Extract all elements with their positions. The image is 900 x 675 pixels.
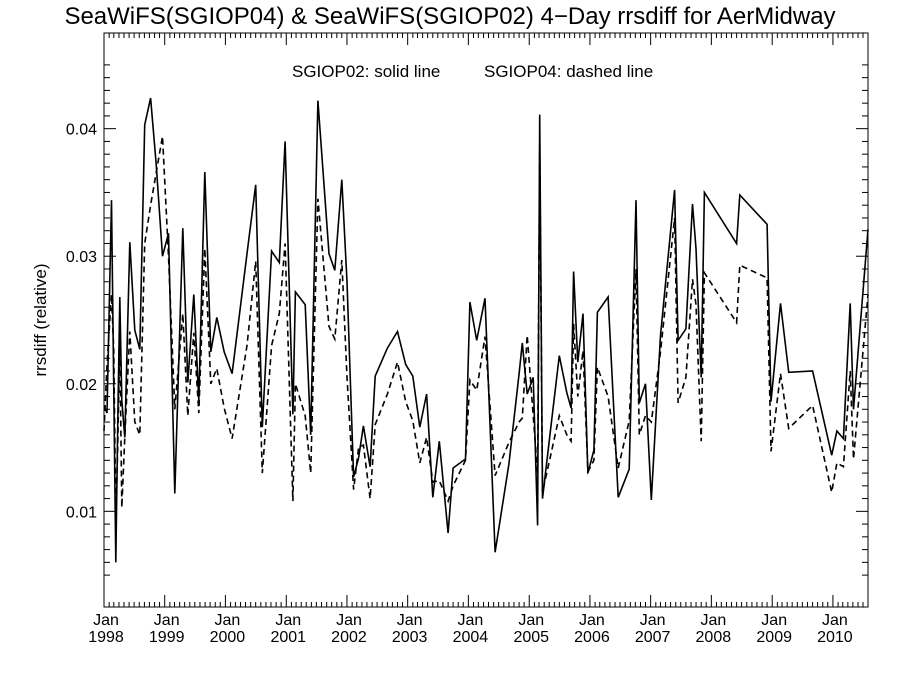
chart-title: SeaWiFS(SGIOP04) & SeaWiFS(SGIOP02) 4−Da…	[64, 3, 836, 30]
x-tick-label-year: 2000	[210, 629, 246, 646]
x-tick-label-month: Jan	[700, 612, 726, 629]
y-tick-label: 0.03	[66, 249, 97, 266]
legend-note-solid: SGIOP02: solid line	[292, 62, 441, 81]
x-tick-label-year: 1998	[88, 629, 124, 646]
x-tick-label-month: Jan	[275, 612, 301, 629]
x-tick-label-month: Jan	[336, 612, 362, 629]
x-tick-label-month: Jan	[457, 612, 483, 629]
x-tick-label-year: 2009	[756, 629, 792, 646]
y-tick-label: 0.04	[66, 122, 97, 139]
y-axis-label: rrsdiff (relative)	[31, 263, 50, 376]
x-tick-label-year: 2007	[635, 629, 671, 646]
x-tick-label-year: 2003	[392, 629, 428, 646]
x-tick-label-year: 2005	[513, 629, 549, 646]
x-tick-label-year: 2004	[453, 629, 489, 646]
series-line-sgiop04	[103, 136, 869, 521]
x-tick-label-month: Jan	[93, 612, 119, 629]
x-tick-label-year: 2001	[270, 629, 306, 646]
x-tick-label-month: Jan	[579, 612, 605, 629]
series-layer	[103, 97, 869, 563]
x-tick-label-month: Jan	[154, 612, 180, 629]
x-tick-label-year: 2002	[331, 629, 367, 646]
x-tick-label-month: Jan	[215, 612, 241, 629]
x-tick-label-year: 2006	[574, 629, 610, 646]
x-tick-label-month: Jan	[822, 612, 848, 629]
y-tick-label: 0.01	[66, 504, 97, 521]
x-tick-label-year: 1999	[149, 629, 185, 646]
series-line-sgiop02	[103, 97, 869, 563]
legend-note-dashed: SGIOP04: dashed line	[484, 62, 654, 81]
x-tick-label-month: Jan	[518, 612, 544, 629]
y-tick-label: 0.02	[66, 377, 97, 394]
x-tick-label-month: Jan	[397, 612, 423, 629]
x-tick-label-month: Jan	[761, 612, 787, 629]
x-tick-label-year: 2010	[817, 629, 853, 646]
axis-ticks: 0.010.020.030.04Jan1998Jan1999Jan2000Jan…	[66, 33, 868, 646]
x-tick-label-month: Jan	[640, 612, 666, 629]
x-tick-label-year: 2008	[696, 629, 732, 646]
